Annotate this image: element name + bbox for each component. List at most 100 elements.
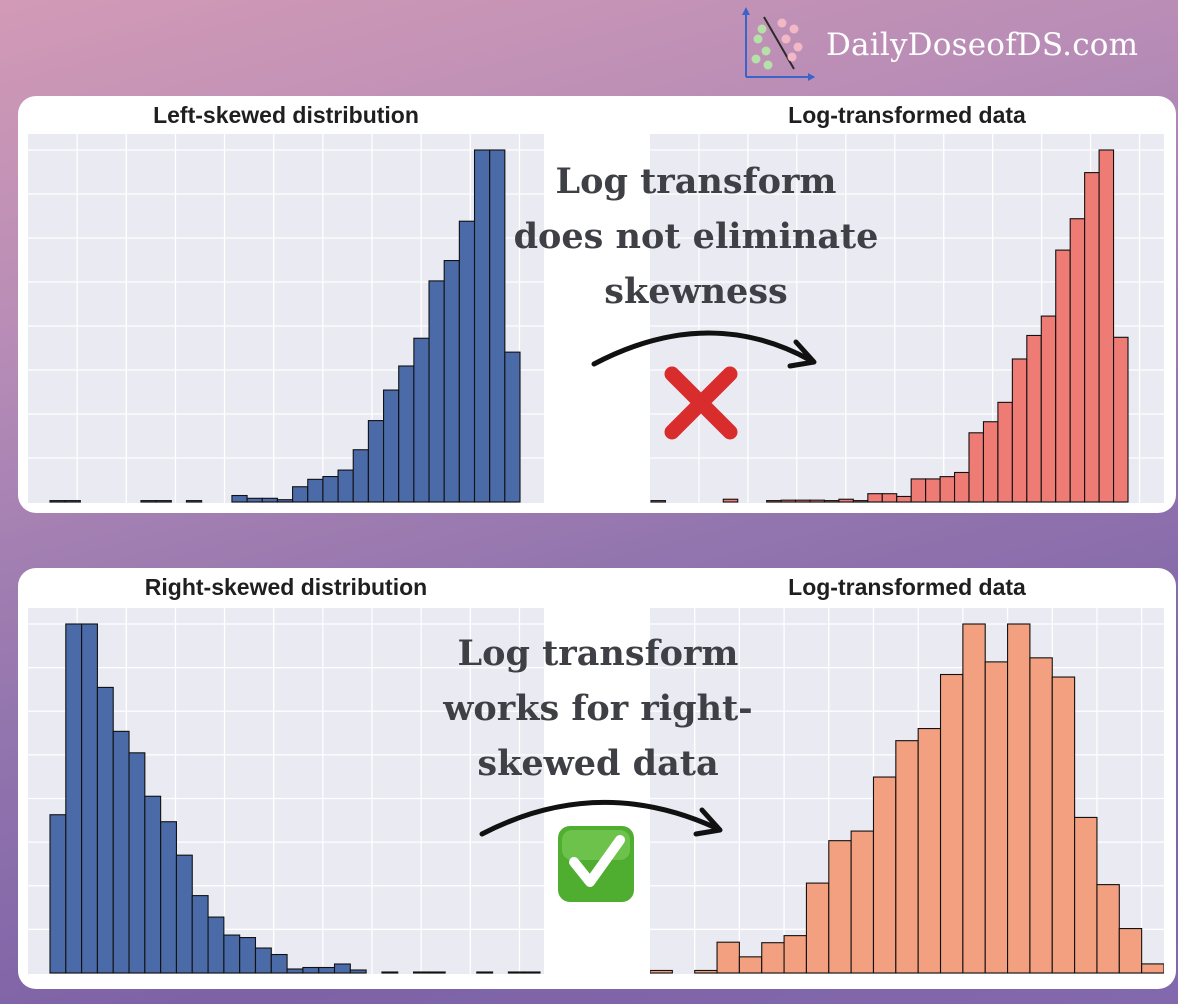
chart-title-left-skewed: Left-skewed distribution <box>153 102 419 128</box>
histogram-bar <box>910 478 927 503</box>
histogram-bar <box>1118 928 1143 974</box>
histogram-bar <box>175 854 193 974</box>
histogram-bar <box>337 469 354 503</box>
histogram-bar <box>381 971 399 974</box>
histogram-bar <box>246 497 263 503</box>
histogram-bar <box>49 814 67 974</box>
note-line: does not eliminate <box>513 216 879 257</box>
histogram-bar <box>1112 336 1129 503</box>
histogram-bar <box>160 821 178 974</box>
histogram-bar <box>1141 963 1164 974</box>
histogram-bar <box>766 500 782 503</box>
histogram-bar <box>917 727 942 974</box>
histogram-bar <box>231 494 248 503</box>
note-line: Log transform <box>457 633 739 674</box>
histogram-bar <box>428 280 445 503</box>
histogram-bar <box>984 661 1009 974</box>
histogram-bar <box>896 495 912 503</box>
histogram-bar <box>761 942 785 974</box>
histogram-bar <box>96 686 114 974</box>
histogram-bar <box>780 499 797 503</box>
top-comparison-panel: Left-skewed distribution Log-transformed… <box>18 96 1176 513</box>
histogram-bar <box>458 220 476 503</box>
histogram-bar <box>939 673 964 974</box>
histogram-bar <box>1011 358 1028 503</box>
note-line: Log transform <box>555 161 837 202</box>
histogram-bar <box>276 499 294 503</box>
right-skewed-histogram <box>28 608 544 974</box>
histogram-bar <box>650 500 667 503</box>
histogram-bar <box>1029 657 1053 974</box>
green-check-icon <box>558 826 634 902</box>
histogram-bar <box>809 499 826 503</box>
histogram-bar <box>489 149 506 503</box>
histogram-bar <box>722 498 739 503</box>
chart-title-right-skewed: Right-skewed distribution <box>144 574 428 600</box>
histogram-bar <box>997 401 1013 503</box>
histogram-bar <box>128 752 146 974</box>
histogram-bar <box>895 740 919 974</box>
histogram-bar <box>1026 334 1042 503</box>
histogram-bar <box>1007 623 1031 974</box>
histogram-bar <box>968 432 985 503</box>
histogram-bar <box>292 486 309 503</box>
histogram-bar <box>1098 149 1115 503</box>
histogram-bar <box>286 968 304 974</box>
histogram-bar <box>953 471 970 503</box>
histogram-bar <box>191 895 209 974</box>
histogram-bar <box>382 389 400 503</box>
histogram-bar <box>207 916 225 974</box>
histogram-bar <box>185 500 203 503</box>
histogram-bar <box>398 365 415 503</box>
bottom-comparison-panel: Right-skewed distribution Log-transforme… <box>18 568 1176 989</box>
histogram-bar <box>349 969 367 974</box>
chart-title-log-right: Log-transformed data <box>788 574 1026 600</box>
histogram-bar <box>507 971 525 974</box>
histogram-bar <box>81 623 98 974</box>
histogram-bar <box>504 351 521 503</box>
log-left-histogram <box>650 134 1164 503</box>
histogram-bar <box>716 941 740 974</box>
histogram-bar <box>64 500 81 503</box>
histogram-bar <box>650 969 673 974</box>
histogram-bar <box>694 969 718 974</box>
histogram-bar <box>1069 218 1086 503</box>
histogram-bar <box>144 795 162 974</box>
histogram-bar <box>333 963 351 974</box>
histogram-bar <box>850 830 875 974</box>
histogram-bar <box>412 971 430 974</box>
histogram-bar <box>443 259 460 503</box>
histogram-bar <box>823 500 840 503</box>
histogram-bar <box>261 497 278 503</box>
histogram-bar <box>939 476 956 503</box>
histogram-bar <box>1084 172 1100 503</box>
bottom-note: Log transform works for right- skewed da… <box>398 626 798 791</box>
histogram-bar <box>302 966 320 974</box>
histogram-bar <box>239 937 257 974</box>
histogram-bar <box>318 966 336 974</box>
histogram-bar <box>962 623 986 974</box>
histogram-bar <box>838 498 854 503</box>
histogram-bar <box>1051 676 1076 974</box>
histogram-bar <box>1040 315 1057 503</box>
histogram-bar <box>1055 249 1071 503</box>
histogram-bar <box>1074 816 1098 974</box>
note-line: skewness <box>604 271 788 312</box>
histogram-bar <box>794 499 811 503</box>
histogram-bar <box>254 947 272 974</box>
histogram-bar <box>112 730 130 974</box>
left-skewed-histogram <box>28 134 544 503</box>
histogram-bar <box>1096 884 1120 974</box>
histogram-bar <box>523 971 541 974</box>
scatter-logo-icon <box>742 7 815 81</box>
histogram-bar <box>367 420 385 503</box>
note-line: works for right- <box>443 688 753 729</box>
histogram-bar <box>881 493 898 503</box>
histogram-bar <box>867 493 883 503</box>
histogram-bar <box>428 971 446 974</box>
histogram-bar <box>65 623 83 974</box>
histogram-bar <box>783 935 807 974</box>
histogram-bar <box>872 776 897 974</box>
histogram-bar <box>473 149 491 503</box>
histogram-bar <box>223 934 241 974</box>
